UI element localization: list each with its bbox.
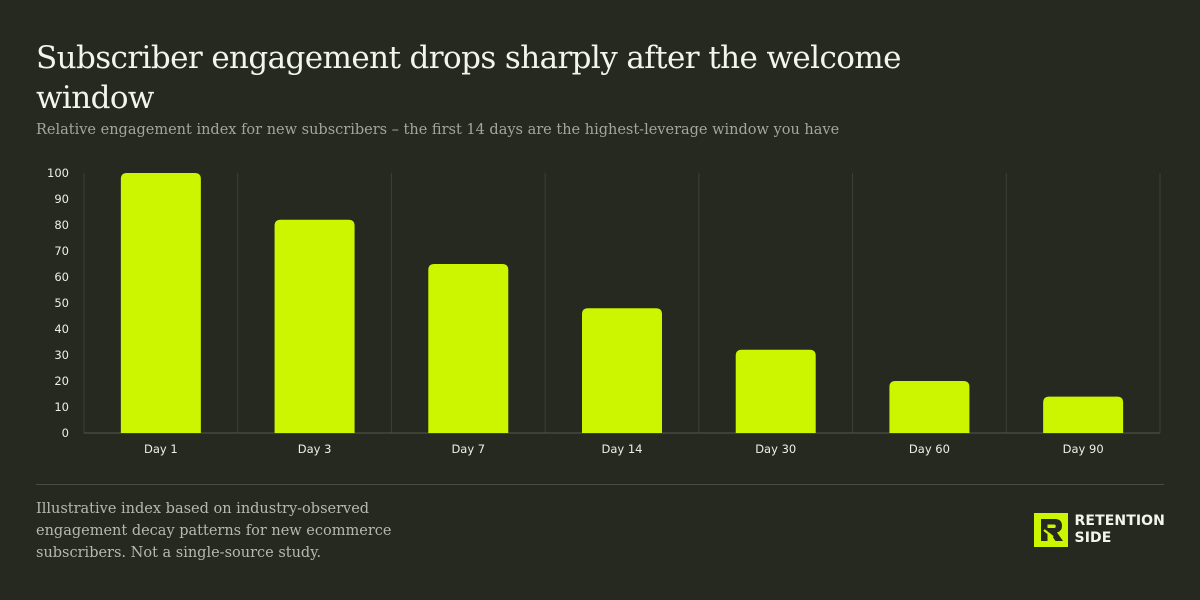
x-tick-label: Day 14	[602, 442, 643, 456]
bar-day-7	[428, 264, 509, 433]
brand-logo: RETENTION SIDE	[1033, 513, 1165, 547]
y-tick-label: 50	[54, 296, 69, 310]
y-tick-label: 10	[54, 400, 69, 414]
brand-line-2: SIDE	[1074, 530, 1112, 546]
y-tick-label: 70	[54, 244, 69, 258]
chart-bars	[120, 173, 1124, 433]
x-tick-label: Day 60	[909, 442, 950, 456]
retention-side-logo-icon	[1033, 513, 1068, 547]
chart-subtitle: Relative engagement index for new subscr…	[36, 122, 840, 138]
y-tick-label: 0	[62, 426, 69, 440]
bar-day-90	[1043, 396, 1124, 433]
y-tick-label: 30	[54, 348, 69, 362]
bar-day-60	[889, 381, 970, 433]
brand-wordmark: RETENTION SIDE	[1075, 513, 1165, 547]
footer-divider	[36, 484, 1164, 485]
y-tick-label: 80	[54, 218, 69, 232]
x-tick-label: Day 30	[755, 442, 796, 456]
y-tick-label: 60	[54, 270, 69, 284]
chart-title: Subscriber engagement drops sharply afte…	[36, 40, 901, 116]
y-tick-label: 90	[54, 192, 69, 206]
x-tick-label: Day 3	[298, 442, 332, 456]
y-tick-label: 40	[54, 322, 69, 336]
y-axis: 0 10 20 30 40 50 60 70 80 90 100	[47, 166, 69, 440]
y-tick-label: 20	[54, 374, 69, 388]
x-tick-label: Day 7	[451, 442, 485, 456]
brand-line-1: RETENTION	[1074, 513, 1165, 529]
bar-day-1	[120, 173, 201, 433]
bar-day-30	[735, 349, 816, 433]
y-tick-label: 100	[47, 166, 69, 180]
bar-day-3	[274, 219, 355, 433]
footnote: Illustrative index based on industry-obs…	[36, 501, 392, 561]
x-tick-label: Day 1	[144, 442, 178, 456]
x-tick-label: Day 90	[1063, 442, 1104, 456]
bar-day-14	[582, 308, 662, 433]
x-axis: Day 1 Day 3 Day 7 Day 14 Day 30 Day 60 Day 90	[144, 442, 1104, 456]
